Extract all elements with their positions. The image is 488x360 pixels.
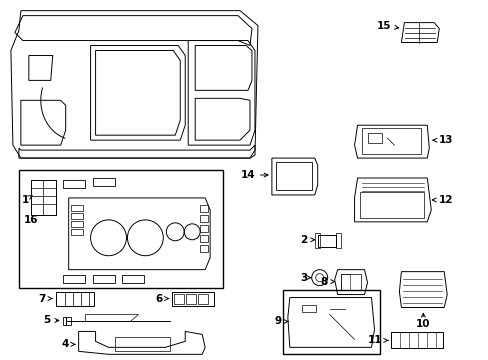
Bar [71, 205, 82, 211]
Bar [282, 289, 380, 354]
Bar [122, 275, 144, 283]
Text: 1: 1 [21, 195, 32, 205]
Bar [200, 235, 208, 242]
Bar [19, 170, 223, 288]
Text: 16: 16 [23, 215, 38, 225]
Bar [186, 293, 196, 303]
Bar [200, 245, 208, 252]
Text: 14: 14 [240, 170, 267, 180]
Bar [174, 293, 184, 303]
Bar [62, 318, 71, 325]
Bar [172, 292, 214, 306]
Bar [200, 225, 208, 232]
Text: 11: 11 [367, 336, 387, 345]
Text: 13: 13 [432, 135, 453, 145]
Text: 6: 6 [155, 293, 168, 303]
Bar [340, 274, 360, 289]
Bar [71, 221, 82, 227]
Text: 3: 3 [300, 273, 310, 283]
Text: 2: 2 [300, 235, 314, 245]
Bar [200, 215, 208, 222]
Bar [340, 274, 349, 289]
Bar [317, 235, 335, 247]
Bar [92, 178, 114, 186]
Bar [71, 229, 82, 235]
Bar [361, 128, 421, 154]
Text: 15: 15 [376, 21, 398, 31]
Bar [390, 332, 442, 348]
Bar [56, 292, 93, 306]
Text: 5: 5 [43, 315, 59, 325]
Text: 7: 7 [39, 293, 52, 303]
Bar [359, 192, 424, 218]
Bar [314, 233, 319, 248]
Bar [92, 275, 114, 283]
Bar [367, 133, 382, 143]
Bar [200, 205, 208, 212]
Text: 8: 8 [320, 276, 334, 287]
Text: 9: 9 [274, 316, 287, 327]
Text: 4: 4 [61, 339, 75, 349]
Bar [71, 213, 82, 219]
Bar [62, 275, 84, 283]
Bar [115, 337, 170, 351]
Bar [335, 233, 340, 248]
Text: 12: 12 [431, 195, 453, 205]
Bar [301, 305, 315, 312]
Bar [62, 180, 84, 188]
Text: 10: 10 [415, 319, 429, 329]
Bar [198, 293, 208, 303]
Bar [275, 162, 311, 190]
